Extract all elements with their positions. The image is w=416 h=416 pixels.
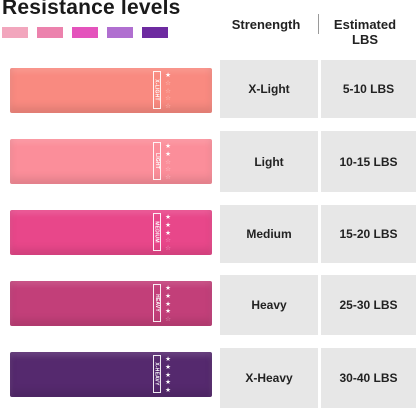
lbs-cell: 10-15 LBS — [321, 131, 416, 192]
band-tag: LIGHT — [153, 142, 161, 180]
star-empty-icon: ☆ — [165, 157, 171, 166]
strength-cell: Heavy — [220, 275, 318, 335]
strength-header: Strenength — [231, 17, 301, 32]
star-filled-icon: ★ — [165, 386, 171, 394]
band-medium: MEDIUM ★ ★ ★ ☆ ☆ — [10, 210, 212, 255]
star-filled-icon: ★ — [165, 220, 171, 229]
swatch-4 — [107, 27, 133, 38]
star-rating: ★ ★ ★ ★ ★ — [163, 356, 173, 394]
page-title: Resistance levels — [2, 0, 181, 19]
star-rating: ★ ★ ★ ☆ ☆ — [163, 214, 173, 252]
star-rating: ★ ★ ★ ★ ☆ — [163, 285, 173, 323]
band-label: MEDIUM — [154, 221, 161, 243]
star-empty-icon: ☆ — [165, 315, 171, 323]
swatch-3 — [72, 27, 98, 38]
star-filled-icon: ★ — [165, 149, 171, 158]
swatch-2 — [37, 27, 63, 38]
star-empty-icon: ☆ — [165, 94, 171, 103]
band-x-heavy: X-HEAVY ★ ★ ★ ★ ★ — [10, 352, 212, 397]
band-label: X-HEAVY — [154, 362, 161, 386]
lbs-cell: 25-30 LBS — [321, 275, 416, 335]
star-rating: ★ ★ ☆ ☆ ☆ — [163, 143, 173, 181]
star-filled-icon: ★ — [165, 370, 171, 379]
header-divider — [318, 14, 319, 34]
band-tag: HEAVY — [153, 284, 161, 322]
lbs-cell: 30-40 LBS — [321, 348, 416, 408]
band-label: X-LIGHT — [154, 79, 160, 101]
star-rating: ★ ☆ ☆ ☆ ☆ — [163, 72, 173, 110]
star-filled-icon: ★ — [165, 213, 171, 221]
band-label: HEAVY — [154, 294, 161, 312]
star-filled-icon: ★ — [165, 378, 171, 387]
band-tag: MEDIUM — [153, 213, 161, 251]
strength-cell: Medium — [220, 205, 318, 263]
star-filled-icon: ★ — [165, 71, 171, 79]
swatch-5 — [142, 27, 168, 38]
band-heavy: HEAVY ★ ★ ★ ★ ☆ — [10, 281, 212, 326]
strength-cell: X-Light — [220, 60, 318, 118]
star-empty-icon: ☆ — [165, 173, 171, 181]
lbs-header: Estimated LBS — [333, 17, 397, 47]
star-filled-icon: ★ — [165, 284, 171, 292]
lbs-cell: 5-10 LBS — [321, 60, 416, 118]
star-filled-icon: ★ — [165, 307, 171, 316]
star-empty-icon: ☆ — [165, 165, 171, 174]
band-light: LIGHT ★ ★ ☆ ☆ ☆ — [10, 139, 212, 184]
star-empty-icon: ☆ — [165, 244, 171, 252]
strength-cell: Light — [220, 131, 318, 192]
star-filled-icon: ★ — [165, 355, 171, 363]
star-filled-icon: ★ — [165, 228, 171, 237]
band-tag: X-LIGHT — [153, 71, 161, 109]
band-label: LIGHT — [154, 153, 160, 169]
strength-cell: X-Heavy — [220, 348, 318, 408]
star-filled-icon: ★ — [165, 362, 171, 371]
star-empty-icon: ☆ — [165, 78, 171, 87]
lbs-cell: 15-20 LBS — [321, 205, 416, 263]
star-empty-icon: ☆ — [165, 236, 171, 245]
star-filled-icon: ★ — [165, 142, 171, 150]
star-empty-icon: ☆ — [165, 86, 171, 95]
color-swatches — [2, 27, 177, 38]
band-x-light: X-LIGHT ★ ☆ ☆ ☆ ☆ — [10, 68, 212, 113]
swatch-1 — [2, 27, 28, 38]
star-filled-icon: ★ — [165, 291, 171, 300]
band-tag: X-HEAVY — [153, 355, 161, 393]
star-empty-icon: ☆ — [165, 102, 171, 110]
star-filled-icon: ★ — [165, 299, 171, 308]
